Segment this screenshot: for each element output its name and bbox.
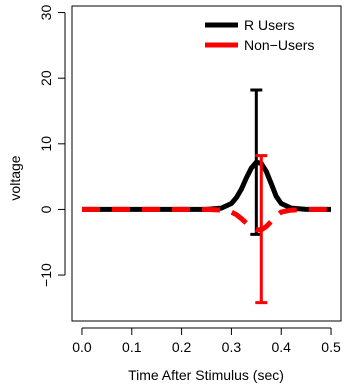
y-axis: −10 0 10 20 30	[38, 5, 66, 287]
x-axis: 0.0 0.1 0.2 0.3 0.4 0.5	[72, 327, 341, 355]
x-axis-title: Time After Stimulus (sec)	[128, 367, 284, 383]
y-axis-title: voltage	[7, 155, 23, 200]
legend: R Users Non−Users	[205, 17, 314, 53]
x-tick-label: 0.3	[222, 339, 242, 355]
series-layer	[82, 88, 331, 305]
x-tick-label: 0.0	[72, 339, 92, 355]
x-tick-label: 0.2	[172, 339, 192, 355]
series-line-non-users	[82, 206, 331, 233]
y-tick-label: 0	[38, 205, 54, 213]
y-tick-label: 20	[38, 70, 54, 86]
y-tick-label: 30	[38, 5, 54, 21]
legend-label-non-users: Non−Users	[244, 37, 314, 53]
y-tick-label: −10	[38, 263, 54, 287]
series-line-r-users	[82, 159, 331, 212]
y-tick-label: 10	[38, 136, 54, 152]
x-tick-label: 0.5	[321, 339, 341, 355]
plot-frame	[71, 5, 342, 322]
x-tick-label: 0.4	[271, 339, 291, 355]
legend-label-r-users: R Users	[244, 17, 295, 33]
x-tick-label: 0.1	[122, 339, 142, 355]
